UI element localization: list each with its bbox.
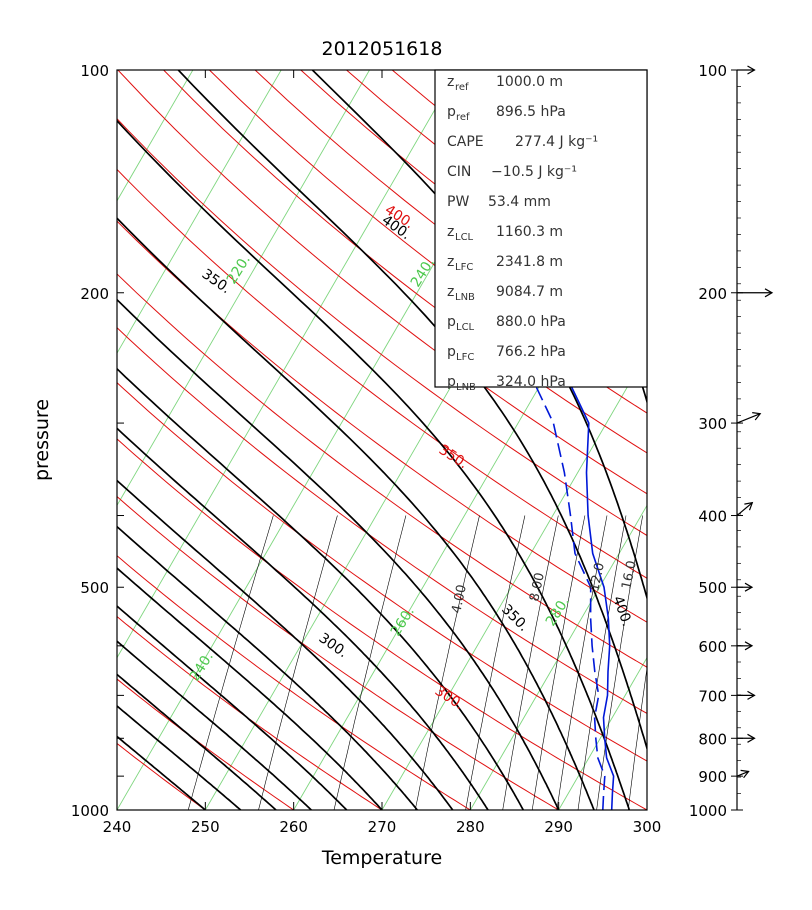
info-value: 896.5 hPa [496,104,566,120]
x-tick-label: 250 [191,818,220,836]
wind-level-label: 400 [698,508,727,526]
moist-adiabat-line [0,70,382,810]
isotherm-line [647,70,812,810]
info-label: z [447,284,454,300]
info-subscript: LFC [456,352,474,363]
moist-adiabat-line [0,70,488,810]
p-tick-label: 100 [80,62,109,80]
info-value: 880.0 hPa [496,314,566,330]
info-subscript: LFC [455,262,473,273]
wind-level-label: 1000 [689,802,727,820]
info-subscript: LNB [455,292,475,303]
p-tick-label: 1000 [71,802,109,820]
background-lines [0,70,812,810]
mixing-ratio-line [578,516,626,811]
mixing-ratio-line [532,516,585,811]
info-label: z [447,74,454,90]
info-subscript: LCL [456,322,475,333]
info-label: p [447,104,456,120]
x-tick-label: 290 [544,818,573,836]
x-tick-label: 280 [456,818,485,836]
info-label: p [447,344,456,360]
info-value: 324.0 hPa [496,374,566,390]
mixing-ratio-label: 4.00 [449,583,470,614]
isotherm-label: 240. [408,255,438,290]
info-label: PW [447,194,469,210]
info-value: 277.4 J kg⁻¹ [515,134,598,150]
info-value: 766.2 hPa [496,344,566,360]
info-box: z ref 1000.0 mp ref 896.5 hPaCAPE 277.4 J kg⁻… [435,70,647,393]
info-label: z [447,224,454,240]
wind-level-label: 800 [698,730,727,748]
dry-adiabat-line [27,70,812,810]
chart-svg: 220. 240.260. 280.240.400.350.300.400.350.… [0,0,812,910]
x-tick-label: 260 [279,818,308,836]
mixing-ratio-line [655,516,695,811]
info-value: 9084.7 m [496,284,563,300]
mixing-ratio-label: 16.0 [619,559,640,590]
isotherm-label: 260. [388,604,418,639]
wind-level-label: 700 [698,687,727,705]
info-subscript: LCL [455,232,474,243]
info-label: z [447,254,454,270]
wind-level-label: 500 [698,579,727,597]
y-axis-label: pressure [31,399,53,481]
dry-adiabat-label: 350. [436,442,471,472]
info-label: p [447,314,456,330]
dry-adiabat-label: 300. [432,683,467,713]
wind-barb-panel: 100 200 300 400 500 600 700 800 900 1000 [689,62,772,820]
mixing-ratio-line [334,516,406,811]
info-subscript: LNB [456,382,476,393]
moist-adiabat-line [0,70,417,810]
mixing-ratio-line [628,516,671,811]
info-value: 1160.3 m [496,224,563,240]
info-subscript: ref [456,112,470,123]
mixing-ratio-line [677,516,715,811]
wind-level-label: 200 [698,285,727,303]
mixing-ratio-label: 8.00 [527,571,548,602]
isotherm-line [29,70,458,810]
mixing-ratio-line [503,516,559,811]
info-value: 1000.0 m [496,74,563,90]
info-subscript: ref [455,82,469,93]
wind-level-label: 600 [698,638,727,656]
isotherm-line [0,70,16,810]
dry-adiabat-line [0,70,382,810]
x-tick-label: 300 [633,818,662,836]
p-tick-label: 200 [80,285,109,303]
wind-level-label: 300 [698,415,727,433]
isotherm-line [0,70,193,810]
moist-adiabat-label: 400. [609,594,635,629]
p-tick-label: 500 [80,579,109,597]
info-value: 2341.8 m [496,254,563,270]
wind-level-label: 900 [698,768,727,786]
info-label: CAPE [447,134,484,150]
isotherm-label: 240. [187,649,217,684]
info-value: 53.4 mm [488,194,551,210]
mixing-ratio-line [697,516,733,811]
x-tick-label: 270 [368,818,397,836]
wind-level-label: 100 [698,62,727,80]
dry-adiabat-line [0,70,470,810]
skew-t-chart: 220. 240. 260. 280. 240. 400. 350. 300. 400. 350.… [0,0,812,910]
info-value: −10.5 J kg⁻¹ [491,164,577,180]
chart-title: 2012051618 [322,38,443,60]
x-tick-label: 240 [103,818,132,836]
x-axis-label: Temperature [321,847,442,869]
info-label: CIN [447,164,471,180]
info-label: p [447,374,456,390]
